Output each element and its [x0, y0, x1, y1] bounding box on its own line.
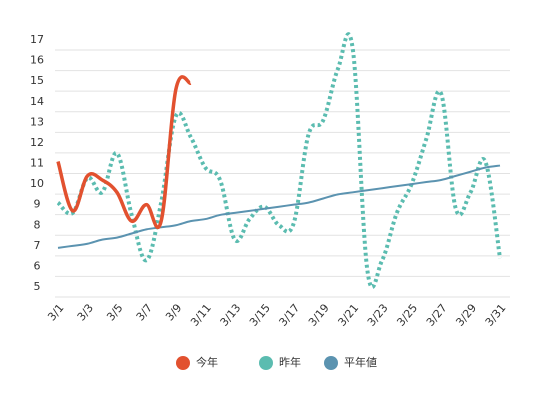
x-tick-label: 3/19 — [306, 302, 332, 329]
legend-marker — [176, 356, 190, 370]
y-tick-label: 16 — [30, 54, 44, 67]
y-tick-label: 17 — [30, 33, 44, 46]
y-tick-label: 5 — [34, 280, 41, 293]
x-tick-label: 3/11 — [188, 302, 214, 329]
legend-marker — [324, 356, 338, 370]
legend-label: 昨年 — [279, 355, 301, 369]
legend-label: 今年 — [196, 355, 218, 369]
x-tick-label: 3/3 — [75, 301, 96, 323]
x-tick-label: 3/23 — [365, 302, 391, 329]
legend-label: 平年値 — [344, 355, 377, 369]
y-tick-label: 14 — [30, 95, 44, 108]
series-line — [57, 164, 501, 249]
y-tick-label: 6 — [34, 259, 41, 272]
y-tick-label: 10 — [30, 177, 44, 190]
y-tick-label: 11 — [30, 157, 44, 170]
x-tick-label: 3/27 — [424, 302, 450, 329]
legend-marker — [259, 356, 273, 370]
y-tick-label: 8 — [34, 218, 41, 231]
y-tick-label: 7 — [34, 239, 41, 252]
x-tick-label: 3/17 — [276, 302, 302, 329]
x-tick-label: 3/21 — [335, 302, 361, 329]
series-line — [56, 75, 193, 230]
x-tick-label: 3/31 — [483, 302, 509, 329]
x-tick-label: 3/5 — [104, 301, 125, 323]
x-tick-label: 3/25 — [394, 302, 420, 329]
x-tick-label: 3/9 — [163, 301, 184, 323]
x-tick-label: 3/15 — [247, 302, 273, 329]
x-tick-label: 3/13 — [218, 302, 244, 329]
x-tick-label: 3/7 — [134, 301, 155, 323]
x-tick-label: 3/29 — [453, 302, 479, 329]
x-tick-label: 3/1 — [45, 302, 66, 324]
series-line — [56, 32, 502, 290]
y-tick-label: 15 — [30, 74, 44, 87]
y-tick-label: 9 — [34, 198, 41, 211]
y-tick-label: 13 — [30, 115, 44, 128]
y-tick-label: 12 — [30, 136, 44, 149]
